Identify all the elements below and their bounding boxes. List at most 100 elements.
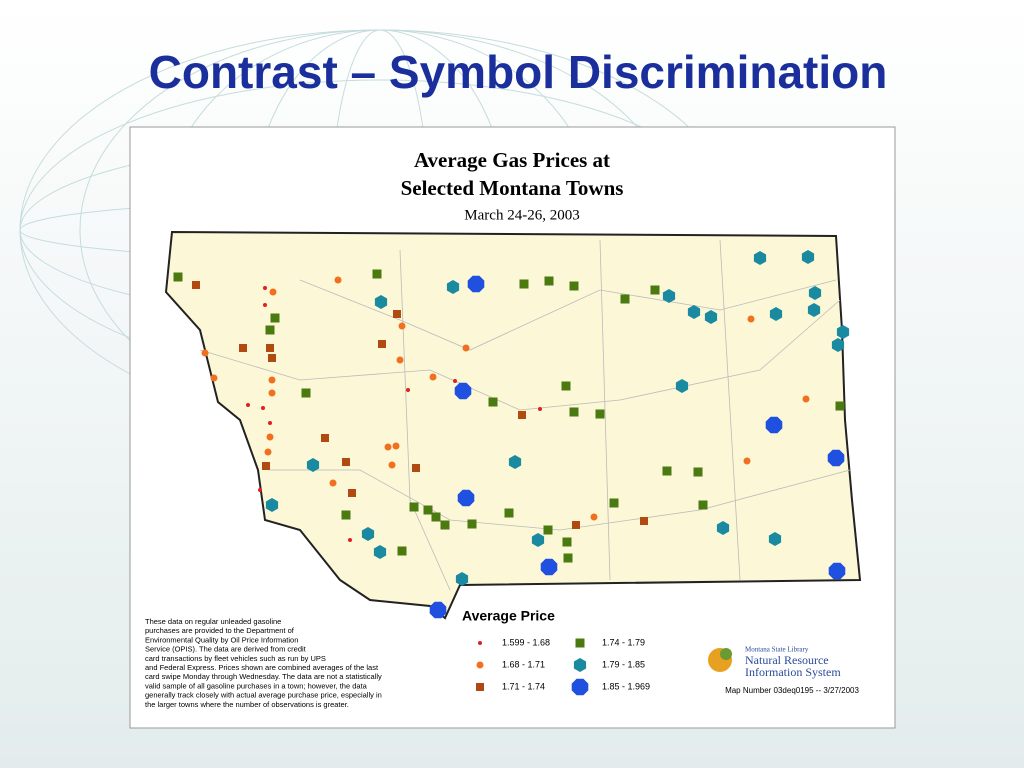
- marker-brown: [476, 683, 484, 691]
- marker-red: [263, 286, 267, 290]
- marker-green: [341, 510, 351, 520]
- note-line: and Federal Express. Prices shown are co…: [145, 663, 379, 672]
- marker-teal: [374, 295, 388, 309]
- marker-red: [268, 421, 272, 425]
- logo: Montana State Library Natural Resource I…: [708, 646, 841, 679]
- marker-green: [488, 397, 498, 407]
- marker-brown: [348, 489, 356, 497]
- marker-orange: [268, 389, 276, 397]
- note-line: purchases are provided to the Department…: [145, 626, 295, 635]
- marker-green: [440, 520, 450, 530]
- marker-green: [265, 325, 275, 335]
- marker-green: [609, 498, 619, 508]
- marker-teal: [808, 286, 822, 300]
- note-line: Environmental Quality by Oil Price Infor…: [145, 635, 298, 644]
- logo-text: Natural Resource: [745, 653, 829, 667]
- marker-red: [453, 379, 457, 383]
- marker-brown: [262, 462, 270, 470]
- marker-teal: [716, 521, 730, 535]
- marker-green: [595, 409, 605, 419]
- marker-blue: [828, 562, 846, 580]
- marker-orange: [396, 356, 404, 364]
- marker-green: [543, 525, 553, 535]
- marker-orange: [264, 448, 272, 456]
- marker-orange: [384, 443, 392, 451]
- marker-green: [372, 269, 382, 279]
- markers: [173, 250, 850, 619]
- marker-teal: [801, 250, 815, 264]
- logo-text: Montana State Library: [745, 646, 809, 654]
- marker-teal: [373, 545, 387, 559]
- marker-brown: [412, 464, 420, 472]
- marker-green: [270, 313, 280, 323]
- marker-brown: [393, 310, 401, 318]
- marker-green: [698, 500, 708, 510]
- marker-brown: [192, 281, 200, 289]
- marker-red: [258, 488, 262, 492]
- marker-orange: [388, 461, 396, 469]
- note-line: card transactions by fleet vehicles such…: [145, 654, 326, 663]
- marker-brown: [239, 344, 247, 352]
- marker-green: [173, 272, 183, 282]
- marker-orange: [462, 344, 470, 352]
- note-line: generally track closely with actual aver…: [145, 691, 382, 700]
- marker-blue: [457, 489, 475, 507]
- marker-red: [263, 303, 267, 307]
- marker-teal: [831, 338, 845, 352]
- montana-outline: [164, 230, 862, 620]
- marker-teal: [662, 289, 676, 303]
- marker-red: [246, 403, 250, 407]
- marker-orange: [201, 349, 209, 357]
- marker-green: [467, 519, 477, 529]
- marker-blue: [765, 416, 783, 434]
- marker-red: [406, 388, 410, 392]
- marker-red: [348, 538, 352, 542]
- marker-teal: [508, 455, 522, 469]
- marker-orange: [590, 513, 598, 521]
- marker-teal: [573, 658, 587, 672]
- marker-green: [423, 505, 433, 515]
- marker-orange: [329, 479, 337, 487]
- marker-teal: [306, 458, 320, 472]
- marker-brown: [321, 434, 329, 442]
- legend-title: Average Price: [462, 608, 555, 624]
- marker-teal: [687, 305, 701, 319]
- marker-orange: [802, 395, 810, 403]
- marker-brown: [572, 521, 580, 529]
- marker-teal: [769, 307, 783, 321]
- marker-teal: [265, 498, 279, 512]
- marker-teal: [675, 379, 689, 393]
- marker-green: [650, 285, 660, 295]
- marker-blue: [540, 558, 558, 576]
- slide-title: Contrast – Symbol Discrimination: [149, 46, 888, 98]
- note-line: the larger towns where the number of obs…: [145, 700, 349, 709]
- marker-teal: [531, 533, 545, 547]
- marker-orange: [392, 442, 400, 450]
- marker-blue: [467, 275, 485, 293]
- map-date: March 24-26, 2003: [464, 207, 579, 223]
- marker-orange: [266, 433, 274, 441]
- marker-teal: [753, 251, 767, 265]
- marker-teal: [455, 572, 469, 586]
- note-line: valid sample of all gasoline purchases i…: [145, 681, 368, 690]
- note-line: Service (OPIS). The data are derived fro…: [145, 645, 307, 654]
- marker-blue: [827, 449, 845, 467]
- marker-blue: [571, 678, 589, 696]
- marker-teal: [704, 310, 718, 324]
- marker-teal: [768, 532, 782, 546]
- marker-brown: [518, 411, 526, 419]
- marker-green: [693, 467, 703, 477]
- marker-green: [569, 407, 579, 417]
- marker-brown: [268, 354, 276, 362]
- marker-green: [431, 512, 441, 522]
- legend-label: 1.85 - 1.969: [602, 681, 650, 691]
- marker-teal: [836, 325, 850, 339]
- marker-orange: [398, 322, 406, 330]
- marker-green: [620, 294, 630, 304]
- marker-blue: [429, 601, 447, 619]
- marker-orange: [747, 315, 755, 323]
- legend-label: 1.74 - 1.79: [602, 637, 645, 647]
- marker-orange: [743, 457, 751, 465]
- note-line: card swipe Monday through Wednesday. The…: [145, 672, 382, 681]
